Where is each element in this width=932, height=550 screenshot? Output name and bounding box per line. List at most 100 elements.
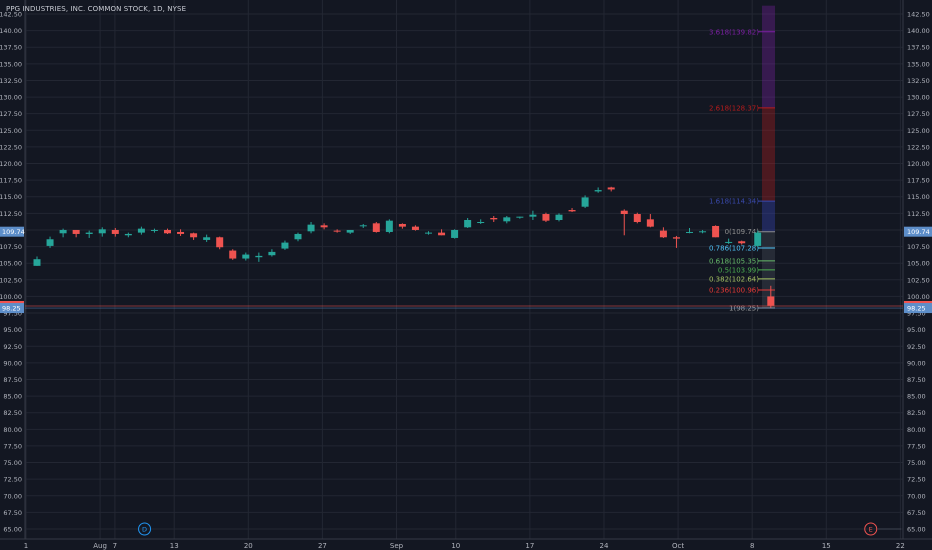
candle-body [359, 225, 367, 227]
candle-body [594, 190, 602, 192]
candle-body [372, 223, 380, 232]
candle-body [281, 242, 289, 249]
fib-level-label: 0.618(105.35) [709, 257, 759, 265]
candle-body [633, 214, 641, 222]
candle-body [98, 229, 106, 234]
candle-body [581, 197, 589, 207]
y-tick-label-right: 105.00 [907, 260, 930, 268]
y-tick-label-left: 117.50 [0, 177, 22, 185]
x-tick-label: 20 [244, 542, 253, 550]
candle-body [659, 230, 667, 238]
y-tick-label-left: 85.00 [3, 393, 22, 401]
y-tick-label-left: 90.00 [3, 359, 22, 367]
candle-body [451, 229, 459, 238]
candle-body [190, 233, 198, 238]
candle-body [620, 210, 628, 215]
candle-body [686, 231, 693, 233]
fib-level-label: 2.618(128.37) [709, 104, 759, 112]
event-marker-label: E [869, 526, 873, 534]
candle-body [46, 239, 54, 246]
y-tick-label-left: 72.50 [3, 476, 22, 484]
y-tick-label-left: 100.00 [0, 293, 22, 301]
x-tick-label: 1 [24, 542, 28, 550]
candle-body [542, 214, 550, 221]
x-tick-label: 7 [113, 542, 117, 550]
y-tick-label-left: 70.00 [3, 492, 22, 500]
y-tick-label-left: 77.50 [3, 442, 22, 450]
x-tick-label: 17 [525, 542, 534, 550]
y-tick-label-left: 142.50 [0, 11, 22, 19]
y-tick-label-right: 140.00 [907, 27, 930, 35]
event-marker-label: D [142, 526, 147, 534]
fib-zone-upper [762, 5, 775, 108]
y-tick-label-left: 97.50 [3, 310, 22, 318]
y-tick-label-left: 137.50 [0, 44, 22, 52]
y-tick-label-left: 95.00 [3, 326, 22, 334]
candle-body [754, 232, 762, 246]
candle-body [333, 230, 341, 232]
price-badge-right-label: 109.74 [907, 228, 930, 236]
fib-level-label: 0.786(107.28) [709, 245, 759, 253]
candle-body [216, 237, 224, 248]
candle-body [268, 251, 276, 256]
x-tick-label: 15 [822, 542, 831, 550]
candle-body [725, 241, 733, 243]
x-tick-label: 8 [750, 542, 754, 550]
x-tick-label: 27 [318, 542, 327, 550]
candle-body [438, 232, 446, 236]
y-tick-label-right: 122.50 [907, 143, 930, 151]
y-tick-label-right: 132.50 [907, 77, 930, 85]
y-tick-label-right: 142.50 [907, 11, 930, 19]
event-marker: D [138, 522, 152, 536]
y-tick-label-right: 127.50 [907, 110, 930, 118]
candle-body [477, 221, 485, 223]
event-marker-circle [864, 522, 878, 536]
y-tick-label-left: 75.00 [3, 459, 22, 467]
y-tick-label-right: 120.00 [907, 160, 930, 168]
fib-level-label: 0.236(100.96) [709, 287, 759, 295]
y-tick-label-left: 140.00 [0, 27, 22, 35]
candle-body [242, 254, 250, 259]
x-tick-label: 22 [896, 542, 905, 550]
candle-body [320, 225, 328, 228]
y-tick-label-right: 87.50 [907, 376, 926, 384]
fib-level-label: 0.5(103.99) [718, 266, 759, 274]
candle-body [738, 241, 746, 244]
fib-level-label: 0(109.74) [725, 228, 760, 236]
y-tick-label-left: 135.00 [0, 60, 22, 68]
x-tick-label: Sep [390, 542, 404, 550]
candle-body [767, 296, 775, 306]
candle-body [59, 229, 67, 234]
price-badge-right [904, 303, 932, 314]
candle-body [229, 250, 237, 259]
candle-body [516, 216, 524, 218]
candle-body [85, 232, 93, 234]
y-tick-label-left: 67.50 [3, 509, 22, 517]
candle-body [411, 226, 419, 230]
y-tick-label-left: 127.50 [0, 110, 22, 118]
y-tick-label-right: 125.00 [907, 127, 930, 135]
y-tick-label-right: 72.50 [907, 476, 926, 484]
price-badge-left [0, 226, 24, 237]
y-tick-label-left: 132.50 [0, 77, 22, 85]
candle-body [712, 225, 720, 238]
y-tick-label-right: 137.50 [907, 44, 930, 52]
candle-body [137, 228, 145, 233]
y-tick-label-right: 85.00 [907, 393, 926, 401]
y-tick-label-right: 100.00 [907, 293, 930, 301]
candle-body [294, 233, 302, 240]
y-tick-label-left: 82.50 [3, 409, 22, 417]
y-tick-label-right: 97.50 [907, 310, 926, 318]
y-tick-label-right: 107.50 [907, 243, 930, 251]
fib-zone-low [762, 201, 775, 232]
chart-title: PPG INDUSTRIES, INC. COMMON STOCK, 1D, N… [6, 5, 187, 13]
candle-body [646, 219, 654, 227]
candle-body [398, 223, 406, 227]
candle-body [568, 210, 576, 212]
candle-body [672, 237, 680, 239]
y-tick-label-right: 117.50 [907, 177, 930, 185]
y-tick-label-right: 90.00 [907, 359, 926, 367]
price-badge-right [904, 226, 932, 237]
